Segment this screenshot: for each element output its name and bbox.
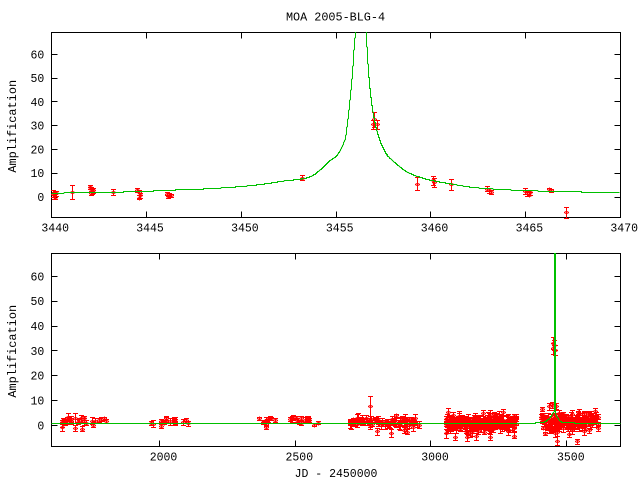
svg-text:MOA 2005-BLG-4: MOA 2005-BLG-4: [286, 10, 385, 24]
svg-text:3455: 3455: [326, 223, 354, 236]
svg-text:0: 0: [37, 192, 44, 205]
svg-text:50: 50: [30, 296, 44, 309]
svg-text:3440: 3440: [41, 223, 69, 236]
svg-text:10: 10: [30, 168, 44, 181]
svg-text:50: 50: [30, 73, 44, 86]
svg-text:3450: 3450: [231, 223, 259, 236]
svg-text:3445: 3445: [136, 223, 164, 236]
svg-text:2000: 2000: [150, 452, 178, 465]
svg-text:20: 20: [30, 371, 44, 384]
svg-text:JD - 2450000: JD - 2450000: [295, 468, 378, 480]
svg-text:3000: 3000: [421, 452, 449, 465]
svg-text:3500: 3500: [557, 452, 585, 465]
svg-text:2500: 2500: [285, 452, 313, 465]
svg-text:Amplification: Amplification: [6, 305, 20, 398]
svg-text:3465: 3465: [516, 223, 544, 236]
svg-text:20: 20: [30, 145, 44, 158]
svg-text:Amplification: Amplification: [6, 80, 20, 173]
svg-text:60: 60: [30, 49, 44, 62]
svg-text:3460: 3460: [421, 223, 449, 236]
svg-text:40: 40: [30, 321, 44, 334]
svg-text:3470: 3470: [610, 223, 638, 236]
svg-text:30: 30: [30, 121, 44, 134]
svg-text:60: 60: [30, 271, 44, 284]
svg-text:40: 40: [30, 97, 44, 110]
svg-text:10: 10: [30, 396, 44, 409]
svg-text:30: 30: [30, 346, 44, 359]
svg-text:0: 0: [37, 420, 44, 433]
